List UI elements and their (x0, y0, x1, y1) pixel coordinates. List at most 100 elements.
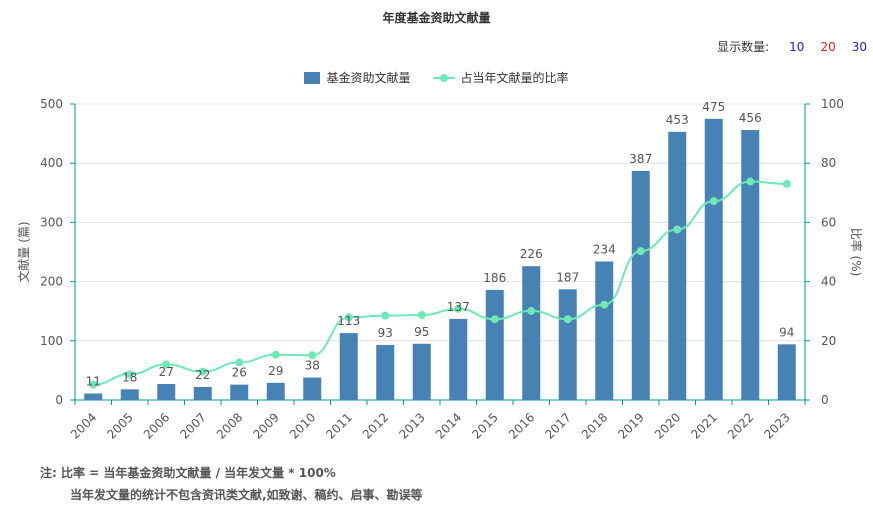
x-tick-label: 2018 (579, 410, 610, 441)
legend-line-label: 占当年文献量的比率 (460, 71, 569, 85)
ratio-point (308, 351, 317, 360)
ratio-point (271, 350, 280, 359)
ratio-point (198, 367, 207, 376)
x-tick-label: 2006 (141, 410, 172, 441)
x-tick-label: 2012 (360, 410, 391, 441)
x-tick-label: 2021 (688, 410, 719, 441)
ratio-point (454, 304, 463, 313)
bar-value-label: 456 (739, 111, 762, 125)
bar-value-label: 186 (483, 271, 506, 285)
x-tick-label: 2019 (615, 410, 646, 441)
bar (595, 261, 614, 400)
y-right-tick-label: 40 (821, 275, 836, 289)
display-count-option-20[interactable]: 20 (820, 39, 836, 54)
bar-value-label: 113 (337, 314, 360, 328)
bar-value-label: 234 (593, 242, 616, 256)
y-left-axis-title: 文献量 (篇) (16, 221, 31, 282)
y-left-tick-label: 400 (40, 156, 63, 170)
bar-value-label: 27 (159, 365, 174, 379)
bar (84, 393, 103, 400)
legend-bar-swatch (304, 71, 321, 84)
legend-item-bar-series[interactable]: 基金资助文献量 (304, 69, 411, 86)
bar (339, 333, 358, 400)
bar (303, 377, 322, 400)
chart-title: 年度基金资助文献量 (382, 11, 491, 25)
ratio-point (89, 380, 98, 389)
bar (485, 289, 504, 400)
x-tick-label: 2005 (104, 410, 135, 441)
bar (777, 344, 796, 400)
bar-value-label: 475 (702, 100, 725, 114)
y-right-tick-label: 20 (821, 334, 836, 348)
bar-value-label: 29 (268, 364, 283, 378)
bar-value-label: 187 (556, 270, 579, 284)
bar (522, 266, 541, 400)
chart-notes: 注: 比率 = 当年基金资助文献量 / 当年发文量 * 100% 当年发文量的统… (40, 462, 423, 506)
y-left-tick-label: 500 (40, 97, 63, 111)
ratio-point (636, 247, 645, 256)
ratio-point (490, 315, 499, 324)
bar (704, 118, 723, 401)
display-count-option-10[interactable]: 10 (789, 39, 805, 54)
bar (157, 384, 176, 400)
legend-item-line-series[interactable]: 占当年文献量的比率 (432, 69, 569, 86)
bar-value-label: 387 (629, 152, 652, 166)
x-tick-label: 2009 (250, 410, 281, 441)
bar (741, 130, 760, 400)
x-tick-label: 2016 (506, 410, 537, 441)
ratio-point (417, 311, 426, 320)
x-tick-label: 2010 (287, 410, 318, 441)
y-left-tick-label: 100 (40, 334, 63, 348)
display-count-option-30[interactable]: 30 (851, 39, 867, 54)
y-left-tick-label: 300 (40, 215, 63, 229)
bar-value-label: 137 (447, 300, 470, 314)
ratio-point (563, 315, 572, 324)
x-tick-label: 2007 (177, 410, 208, 441)
ratio-point (709, 197, 718, 206)
x-tick-label: 2020 (652, 410, 683, 441)
ratio-point (782, 179, 791, 188)
chart-legend: 基金资助文献量 占当年文献量的比率 (0, 69, 873, 86)
bar (376, 344, 395, 400)
y-right-tick-label: 60 (821, 215, 836, 229)
bar-value-label: 93 (378, 326, 393, 340)
bar-value-label: 18 (122, 370, 137, 384)
bar (631, 170, 650, 400)
note-ratio-formula: 注: 比率 = 当年基金资助文献量 / 当年发文量 * 100% (40, 466, 336, 480)
bar-value-label: 95 (414, 325, 429, 339)
bar (230, 384, 249, 400)
ratio-point (746, 177, 755, 186)
ratio-point (673, 225, 682, 234)
bar (193, 386, 212, 400)
legend-bar-label: 基金资助文献量 (326, 71, 411, 85)
x-tick-label: 2014 (433, 410, 464, 441)
y-left-tick-label: 0 (55, 393, 63, 407)
y-right-tick-label: 0 (821, 393, 829, 407)
ratio-point (344, 313, 353, 322)
bar-value-label: 22 (195, 368, 210, 382)
y-right-tick-label: 100 (821, 97, 844, 111)
bar (449, 318, 468, 400)
y-left-tick-label: 200 (40, 275, 63, 289)
x-tick-label: 2022 (725, 410, 756, 441)
bar (558, 289, 577, 400)
x-tick-label: 2004 (68, 410, 99, 441)
display-count-label: 显示数量: (717, 40, 770, 54)
x-tick-label: 2013 (396, 410, 427, 441)
bar (668, 131, 687, 400)
y-right-axis-title: 比率 (%) (849, 228, 864, 277)
ratio-point (162, 360, 171, 369)
note-exclusions: 当年发文量的统计不包含资讯类文献,如致谢、稿约、启事、勘误等 (70, 488, 423, 502)
x-tick-label: 2011 (323, 410, 354, 441)
x-tick-label: 2023 (761, 410, 792, 441)
bar (120, 389, 139, 400)
display-count-switch: 显示数量: 10 20 30 (717, 38, 867, 55)
legend-line-swatch (432, 72, 455, 84)
y-right-tick-label: 80 (821, 156, 836, 170)
x-tick-label: 2008 (214, 410, 245, 441)
ratio-point (235, 358, 244, 367)
bar-value-label: 26 (232, 366, 247, 380)
bar-value-label: 38 (305, 359, 320, 373)
x-tick-label: 2015 (469, 410, 500, 441)
